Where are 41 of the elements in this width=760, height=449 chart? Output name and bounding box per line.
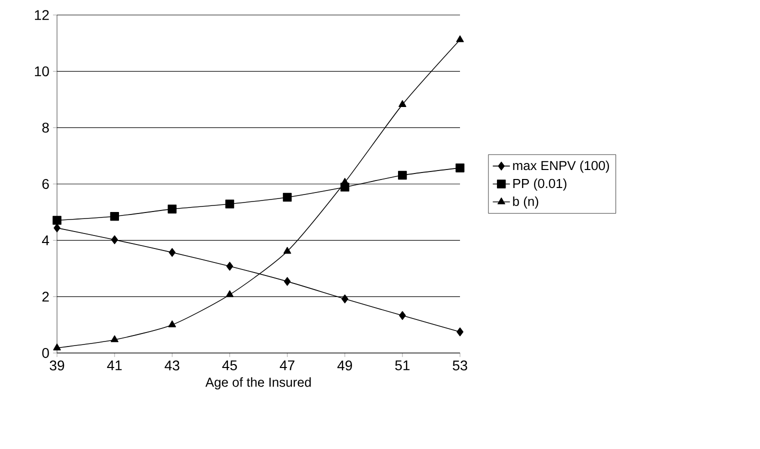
point <box>168 204 177 214</box>
point <box>168 320 176 328</box>
y-tick-label: 2 <box>42 292 49 302</box>
point <box>111 235 118 244</box>
x-tick-label: 41 <box>107 360 122 370</box>
point <box>53 344 61 350</box>
point <box>398 170 407 180</box>
point <box>456 35 464 42</box>
point <box>283 246 292 254</box>
point <box>341 294 348 304</box>
legend-label: max ENPV (100) <box>513 160 609 173</box>
point <box>399 311 406 320</box>
y-tick-label: 0 <box>42 348 49 358</box>
legend-label: b (n) <box>513 196 538 209</box>
point <box>456 327 464 336</box>
x-tick-label: 53 <box>452 360 468 370</box>
point <box>282 192 292 202</box>
x-tick-label: 49 <box>337 360 352 370</box>
x-tick-label: 43 <box>164 360 180 370</box>
y-tick-label: 8 <box>42 122 49 133</box>
x-tick-label: 45 <box>222 360 237 370</box>
x-axis-title: Age of the Insured <box>205 377 311 390</box>
x-tick-label: 47 <box>280 360 294 370</box>
x-tick-label: 39 <box>50 360 64 370</box>
point <box>225 200 234 208</box>
point <box>110 335 118 342</box>
y-tick-label: 12 <box>34 10 49 20</box>
point <box>226 290 234 298</box>
point <box>398 100 406 107</box>
point <box>110 212 119 221</box>
point <box>168 248 176 257</box>
point <box>284 277 291 286</box>
point <box>52 216 62 225</box>
point <box>456 164 464 172</box>
legend-label: PP (0.01) <box>513 178 566 191</box>
point <box>54 224 60 232</box>
x-tick-label: 51 <box>395 360 410 370</box>
y-tick-label: 10 <box>34 66 49 76</box>
y-tick-label: 4 <box>42 236 50 246</box>
y-tick-label: 6 <box>42 179 49 189</box>
point <box>226 262 234 271</box>
